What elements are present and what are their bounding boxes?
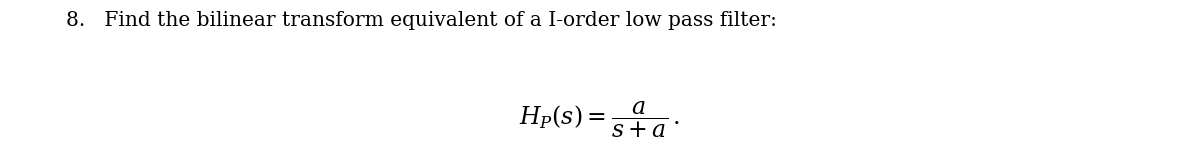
- Text: $H_P(s) = \dfrac{a}{s+a}\,.$: $H_P(s) = \dfrac{a}{s+a}\,.$: [520, 100, 680, 140]
- Text: 8.   Find the bilinear transform equivalent of a I-order low pass filter:: 8. Find the bilinear transform equivalen…: [66, 11, 778, 30]
